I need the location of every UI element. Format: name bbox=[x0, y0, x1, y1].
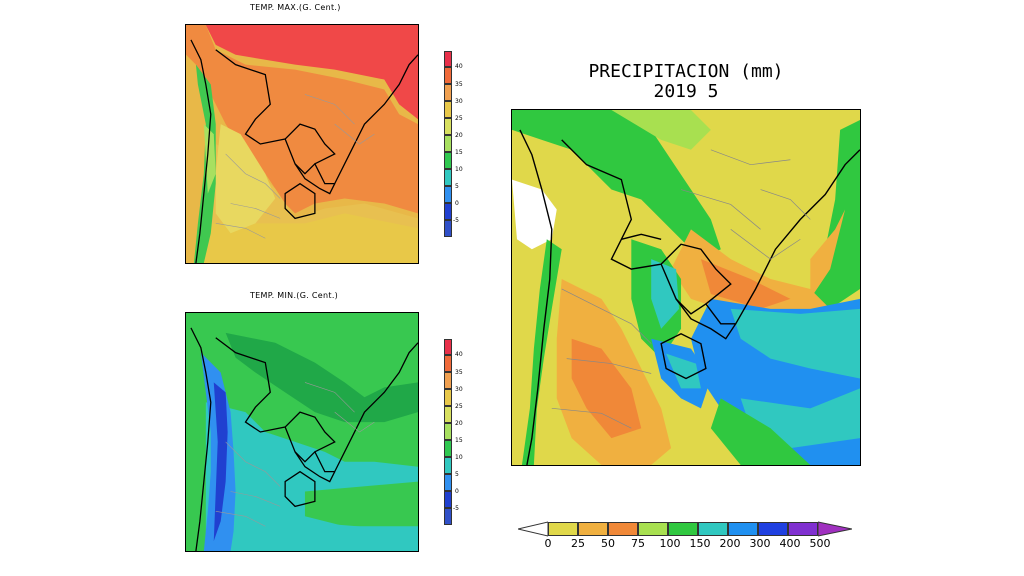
tmax-colorbar-seg bbox=[444, 84, 452, 101]
precip-colorbar-right-tip bbox=[818, 521, 852, 537]
tmax-colorbar-label: 5 bbox=[455, 183, 459, 190]
precip-colorbar-seg bbox=[668, 522, 698, 536]
tmax-colorbar-label: 0 bbox=[455, 200, 459, 207]
tmin-colorbar-seg bbox=[444, 440, 452, 457]
precip-colorbar-label: 400 bbox=[779, 537, 801, 550]
tmin-colorbar-seg bbox=[444, 372, 452, 389]
tmax-colorbar-seg bbox=[444, 118, 452, 135]
tmax-colorbar-label: 10 bbox=[455, 166, 463, 173]
precip-colorbar-seg bbox=[728, 522, 758, 536]
tmin-colorbar-label: -5 bbox=[453, 505, 459, 512]
precip-title-line1: PRECIPITACION (mm) bbox=[588, 61, 784, 82]
precip-colorbar-seg bbox=[698, 522, 728, 536]
tmin-colorbar-seg bbox=[444, 423, 452, 440]
tmin-map bbox=[185, 312, 419, 552]
tmin-colorbar-label: 25 bbox=[455, 403, 463, 410]
tmax-colorbar-seg bbox=[444, 152, 452, 169]
tmax-colorbar-seg bbox=[444, 135, 452, 152]
tmax-colorbar-seg bbox=[444, 220, 452, 237]
precip-colorbar-label: 200 bbox=[719, 537, 741, 550]
tmax-map bbox=[185, 24, 419, 264]
tmax-colorbar-seg bbox=[444, 169, 452, 186]
tmin-colorbar-label: 5 bbox=[455, 471, 459, 478]
precip-colorbar-label: 75 bbox=[631, 537, 645, 550]
precip-colorbar-label: 0 bbox=[544, 537, 552, 550]
tmax-colorbar-label: 30 bbox=[455, 98, 463, 105]
tmax-colorbar-label: 20 bbox=[455, 132, 463, 139]
tmin-colorbar-seg bbox=[444, 355, 452, 372]
precip-map bbox=[511, 109, 861, 466]
tmax-title: TEMP. MAX.(G. Cent.) bbox=[250, 3, 341, 12]
precip-colorbar-seg bbox=[758, 522, 788, 536]
precip-colorbar-label: 50 bbox=[601, 537, 615, 550]
precip-colorbar-label: 100 bbox=[659, 537, 681, 550]
tmax-colorbar-seg bbox=[444, 51, 452, 67]
precip-colorbar-left-tip bbox=[518, 521, 548, 537]
precip-colorbar-seg bbox=[638, 522, 668, 536]
tmin-colorbar-seg bbox=[444, 491, 452, 508]
tmax-colorbar-label: 25 bbox=[455, 115, 463, 122]
tmin-colorbar-label: 15 bbox=[455, 437, 463, 444]
tmin-colorbar-seg bbox=[444, 508, 452, 525]
tmin-colorbar-seg bbox=[444, 389, 452, 406]
tmin-colorbar-label: 35 bbox=[455, 369, 463, 376]
tmax-colorbar-seg bbox=[444, 186, 452, 203]
tmax-colorbar-label: 35 bbox=[455, 81, 463, 88]
precip-colorbar-seg bbox=[548, 522, 578, 536]
precip-colorbar-seg bbox=[608, 522, 638, 536]
tmin-colorbar-seg bbox=[444, 339, 452, 355]
tmin-colorbar-seg bbox=[444, 406, 452, 423]
precip-colorbar-seg bbox=[578, 522, 608, 536]
tmin-colorbar bbox=[444, 339, 454, 525]
tmin-colorbar-label: 30 bbox=[455, 386, 463, 393]
tmin-colorbar-label: 40 bbox=[455, 351, 463, 358]
tmax-colorbar-seg bbox=[444, 203, 452, 220]
precip-colorbar-label: 300 bbox=[749, 537, 771, 550]
tmin-colorbar-seg bbox=[444, 457, 452, 474]
tmin-colorbar-label: 10 bbox=[455, 454, 463, 461]
tmin-colorbar-label: 20 bbox=[455, 420, 463, 427]
tmax-colorbar-seg bbox=[444, 67, 452, 84]
precip-colorbar-seg bbox=[788, 522, 818, 536]
tmax-colorbar-label: 40 bbox=[455, 63, 463, 70]
tmax-colorbar-label: -5 bbox=[453, 217, 459, 224]
tmin-title: TEMP. MIN.(G. Cent.) bbox=[250, 291, 339, 300]
tmin-colorbar-seg bbox=[444, 474, 452, 491]
tmax-colorbar-seg bbox=[444, 101, 452, 118]
tmin-colorbar-label: 0 bbox=[455, 488, 459, 495]
precip-title-line2: 2019 5 bbox=[653, 81, 719, 102]
tmax-colorbar-label: 15 bbox=[455, 149, 463, 156]
precip-colorbar-label: 500 bbox=[809, 537, 831, 550]
precip-title: PRECIPITACION (mm) 2019 5 bbox=[556, 62, 816, 102]
precip-colorbar-label: 25 bbox=[571, 537, 585, 550]
tmax-colorbar bbox=[444, 51, 454, 237]
precip-colorbar-label: 150 bbox=[689, 537, 711, 550]
